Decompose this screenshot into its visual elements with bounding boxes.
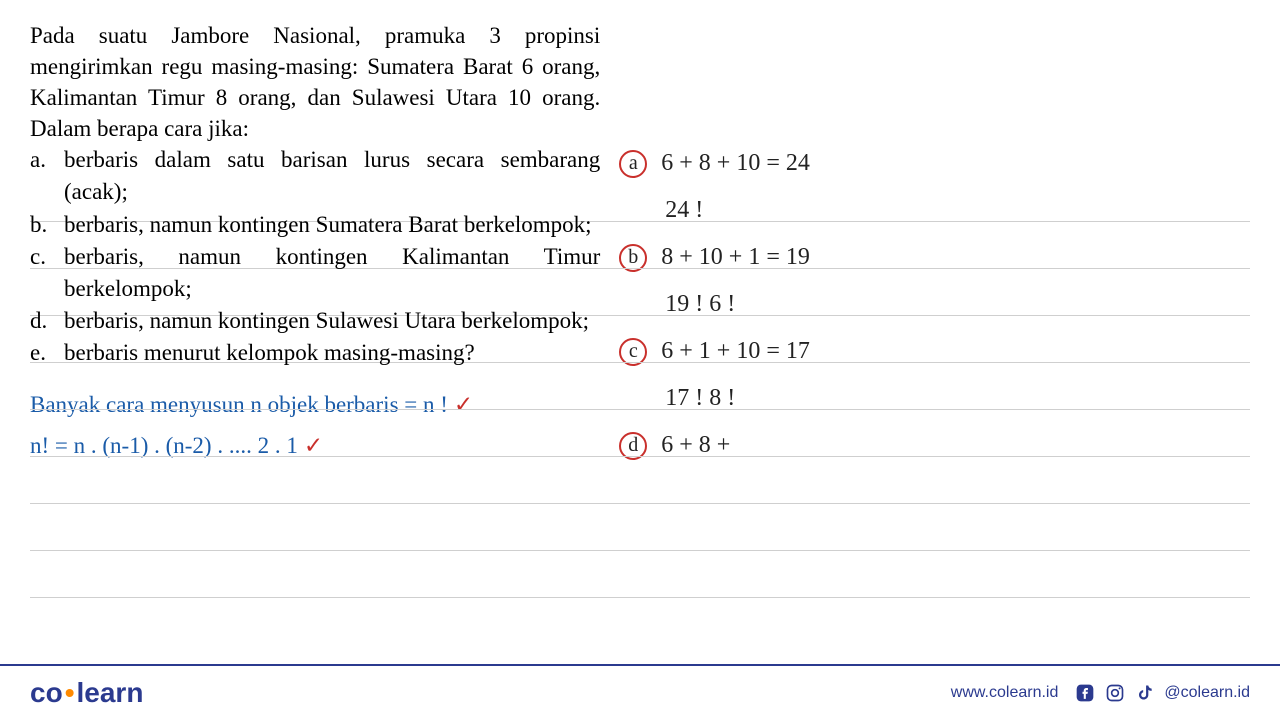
logo-dot-icon: • [63,677,77,709]
item-label: c. [30,241,46,273]
tiktok-icon [1134,682,1156,704]
question-intro: Pada suatu Jambore Nasional, pramuka 3 p… [30,20,600,144]
question-item: e. berbaris menurut kelompok masing-masin… [30,337,600,369]
work-text: 6 + 8 + 10 = 24 [661,150,810,177]
question-column: Pada suatu Jambore Nasional, pramuka 3 p… [30,20,615,469]
social-icons: @colearn.id [1074,682,1250,704]
work-row: a 6 + 8 + 10 = 24 [615,140,1250,187]
question-item: c. berbaris, namun kontingen Kalimantan T… [30,241,600,305]
item-label: d. [30,305,47,337]
work-row: 24 ! [615,187,1250,234]
work-text: 8 + 10 + 1 = 19 [661,244,810,271]
work-row: 17 ! 8 ! [615,375,1250,422]
item-label: a. [30,144,46,176]
check-icon: ✓ [304,433,323,458]
social-handle: @colearn.id [1164,684,1250,702]
work-row: b 8 + 10 + 1 = 19 [615,234,1250,281]
note-line: Banyak cara menyusun n objek berbaris = … [30,384,600,425]
work-text: 24 ! [665,197,703,224]
question-item: a. berbaris dalam satu barisan lurus seca… [30,144,600,208]
work-column: a 6 + 8 + 10 = 24 24 ! b 8 + 10 + 1 = 19 1… [615,20,1250,469]
item-text: berbaris, namun kontingen Kalimantan Tim… [64,244,600,301]
instagram-icon [1104,682,1126,704]
footer: co • learn www.colearn.id @colearn.id [0,664,1280,720]
work-row: 19 ! 6 ! [615,281,1250,328]
question-item: b. berbaris, namun kontingen Sumatera Bar… [30,209,600,241]
logo-learn: learn [77,677,144,709]
work-text: 6 + 1 + 10 = 17 [661,338,810,365]
work-row: d 6 + 8 + [615,422,1250,469]
facebook-icon [1074,682,1096,704]
item-text: berbaris dalam satu barisan lurus secara… [64,147,600,204]
answer-label-c: c [619,338,647,366]
logo-co: co [30,677,63,709]
footer-right: www.colearn.id @colearn.id [951,682,1250,704]
item-label: e. [30,337,46,369]
item-text: berbaris, namun kontingen Sumatera Barat… [64,212,592,237]
work-text: 6 + 8 + [661,432,730,459]
item-text: berbaris, namun kontingen Sulawesi Utara… [64,308,589,333]
check-icon: ✓ [454,392,473,417]
brand-logo: co • learn [30,677,143,709]
page-content: Pada suatu Jambore Nasional, pramuka 3 p… [0,0,1280,469]
note-line: n! = n . (n-1) . (n-2) . .... 2 . 1✓ [30,425,600,466]
answer-label-a: a [619,150,647,178]
handwritten-notes: Banyak cara menyusun n objek berbaris = … [30,384,600,467]
item-text: berbaris menurut kelompok masing-masing? [64,340,475,365]
question-item: d. berbaris, namun kontingen Sulawesi Uta… [30,305,600,337]
item-label: b. [30,209,47,241]
work-row: c 6 + 1 + 10 = 17 [615,328,1250,375]
answer-label-d: d [619,432,647,460]
work-text: 19 ! 6 ! [665,291,735,318]
question-list: a. berbaris dalam satu barisan lurus seca… [30,144,600,369]
answer-label-b: b [619,244,647,272]
work-text: 17 ! 8 ! [665,385,735,412]
footer-url: www.colearn.id [951,684,1059,702]
